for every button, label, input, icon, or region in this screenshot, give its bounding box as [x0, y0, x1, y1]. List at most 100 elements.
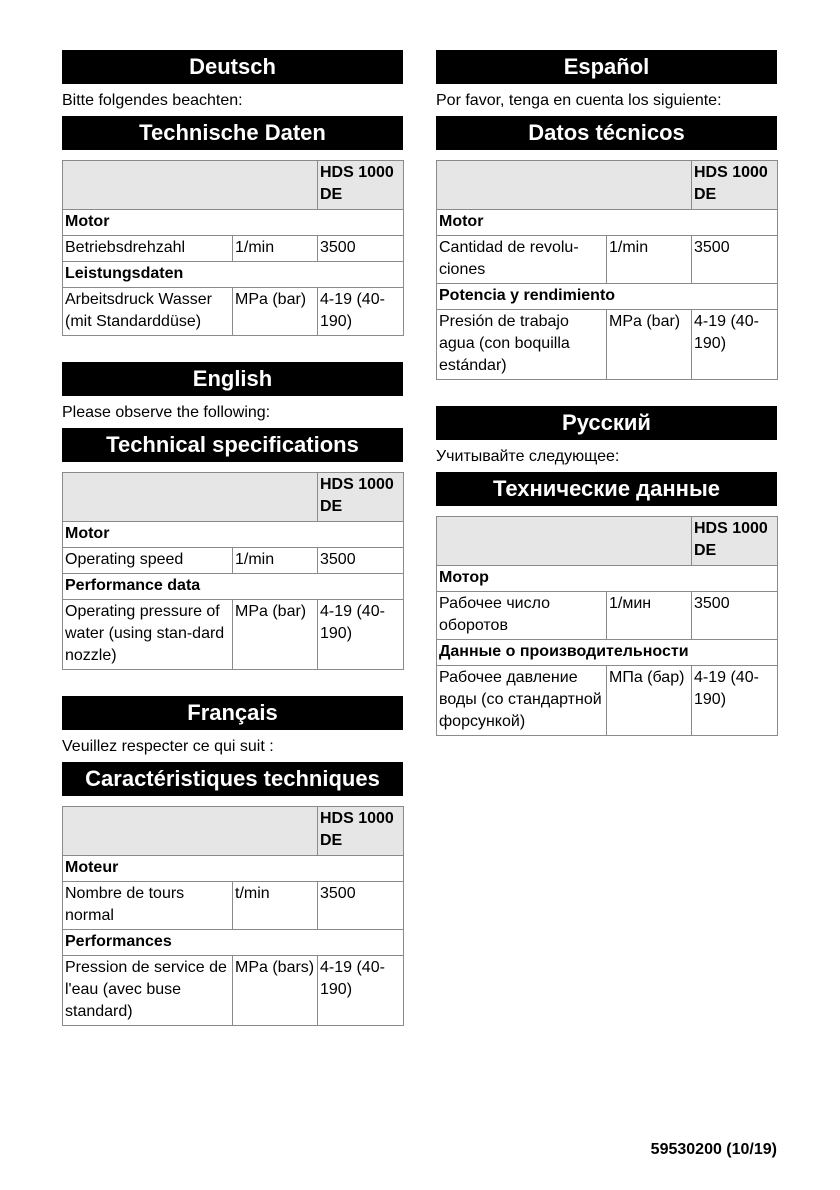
spec-label: Pression de service de l'eau (avec buse …	[62, 955, 233, 1026]
language-section: Español Por favor, tenga en cuenta los si…	[436, 50, 778, 380]
spec-value: 3500	[317, 547, 404, 574]
spec-unit: МПа (бар)	[606, 665, 692, 736]
spec-table: HDS 1000 DE Мотор Рабочее число оборотов 1/…	[436, 516, 778, 736]
section-title: Datos técnicos	[436, 116, 777, 150]
section-title: Caractéristiques techniques	[62, 762, 403, 796]
group-heading: Motor	[436, 209, 778, 236]
spec-label: Рабочее число оборотов	[436, 591, 607, 640]
group-heading: Motor	[62, 209, 404, 236]
section-title: Technical specifications	[62, 428, 403, 462]
table-row: Performance data	[62, 573, 404, 600]
table-row: Potencia y rendimiento	[436, 283, 778, 310]
spec-value: 4-19 (40-190)	[691, 665, 778, 736]
table-header-row: HDS 1000 DE	[436, 516, 778, 566]
spec-value: 3500	[317, 881, 404, 930]
language-heading: Español	[436, 50, 777, 84]
spec-label: Operating pressure of water (using stan-…	[62, 599, 233, 670]
spec-label: Operating speed	[62, 547, 233, 574]
table-row: Betriebsdrehzahl 1/min 3500	[62, 235, 404, 262]
language-section: Deutsch Bitte folgendes beachten: Technisc…	[62, 50, 404, 336]
table-row: Рабочее давление воды (со стандартной фо…	[436, 665, 778, 736]
spec-unit: 1/min	[232, 235, 318, 262]
language-section: Français Veuillez respecter ce qui suit :…	[62, 696, 404, 1026]
group-heading: Moteur	[62, 855, 404, 882]
language-heading: Deutsch	[62, 50, 403, 84]
spec-unit: MPa (bar)	[232, 287, 318, 336]
language-heading: Français	[62, 696, 403, 730]
spec-unit: MPa (bar)	[232, 599, 318, 670]
spec-value: 4-19 (40-190)	[317, 287, 404, 336]
table-row: Leistungsdaten	[62, 261, 404, 288]
model-header: HDS 1000 DE	[317, 806, 404, 856]
table-row: Рабочее число оборотов 1/мин 3500	[436, 591, 778, 640]
header-empty-cell	[62, 806, 318, 856]
table-row: Мотор	[436, 565, 778, 592]
table-row: Motor	[62, 521, 404, 548]
section-title: Технические данные	[436, 472, 777, 506]
spec-unit: 1/мин	[606, 591, 692, 640]
table-header-row: HDS 1000 DE	[62, 806, 404, 856]
spec-label: Presión de trabajo agua (con boquilla es…	[436, 309, 607, 380]
right-column: Español Por favor, tenga en cuenta los si…	[436, 50, 778, 762]
header-empty-cell	[436, 160, 692, 210]
spec-label: Betriebsdrehzahl	[62, 235, 233, 262]
spec-label: Рабочее давление воды (со стандартной фо…	[436, 665, 607, 736]
spec-label: Cantidad de revolu-ciones	[436, 235, 607, 284]
spec-table: HDS 1000 DE Motor Operating speed 1/min 3500…	[62, 472, 404, 670]
language-section: Русский Учитывайте следующее: Технические …	[436, 406, 778, 736]
spec-label: Arbeitsdruck Wasser (mit Standarddüse)	[62, 287, 233, 336]
group-heading: Данные о производительности	[436, 639, 778, 666]
intro-note: Bitte folgendes beachten:	[62, 92, 243, 109]
table-header-row: HDS 1000 DE	[62, 160, 404, 210]
table-row: Arbeitsdruck Wasser (mit Standarddüse) MP…	[62, 287, 404, 336]
table-header-row: HDS 1000 DE	[436, 160, 778, 210]
group-heading: Motor	[62, 521, 404, 548]
spec-value: 3500	[691, 235, 778, 284]
spec-unit: 1/min	[232, 547, 318, 574]
spec-value: 3500	[317, 235, 404, 262]
spec-label: Nombre de tours normal	[62, 881, 233, 930]
header-empty-cell	[436, 516, 692, 566]
group-heading: Performance data	[62, 573, 404, 600]
table-row: Cantidad de revolu-ciones 1/min 3500	[436, 235, 778, 284]
spec-unit: t/min	[232, 881, 318, 930]
spec-value: 3500	[691, 591, 778, 640]
group-heading: Potencia y rendimiento	[436, 283, 778, 310]
table-row: Performances	[62, 929, 404, 956]
spec-value: 4-19 (40-190)	[317, 955, 404, 1026]
intro-note: Por favor, tenga en cuenta los siguiente…	[436, 92, 722, 109]
spec-unit: MPa (bar)	[606, 309, 692, 380]
model-header: HDS 1000 DE	[317, 160, 404, 210]
group-heading: Leistungsdaten	[62, 261, 404, 288]
spec-value: 4-19 (40-190)	[691, 309, 778, 380]
group-heading: Мотор	[436, 565, 778, 592]
table-row: Operating pressure of water (using stan-…	[62, 599, 404, 670]
table-row: Operating speed 1/min 3500	[62, 547, 404, 574]
table-row: Nombre de tours normal t/min 3500	[62, 881, 404, 930]
page-footer: 59530200 (10/19)	[650, 1141, 777, 1158]
left-column: Deutsch Bitte folgendes beachten: Technisc…	[62, 50, 404, 1052]
group-heading: Performances	[62, 929, 404, 956]
table-row: Motor	[62, 209, 404, 236]
model-header: HDS 1000 DE	[317, 472, 404, 522]
spec-unit: MPa (bars)	[232, 955, 318, 1026]
table-row: Presión de trabajo agua (con boquilla es…	[436, 309, 778, 380]
intro-note: Please observe the following:	[62, 404, 271, 421]
table-header-row: HDS 1000 DE	[62, 472, 404, 522]
table-row: Motor	[436, 209, 778, 236]
spec-table: HDS 1000 DE Moteur Nombre de tours normal t…	[62, 806, 404, 1026]
section-title: Technische Daten	[62, 116, 403, 150]
language-section: English Please observe the following: Tech…	[62, 362, 404, 670]
spec-table: HDS 1000 DE Motor Betriebsdrehzahl 1/min 350…	[62, 160, 404, 336]
language-heading: Русский	[436, 406, 777, 440]
spec-unit: 1/min	[606, 235, 692, 284]
language-heading: English	[62, 362, 403, 396]
table-row: Pression de service de l'eau (avec buse …	[62, 955, 404, 1026]
header-empty-cell	[62, 472, 318, 522]
model-header: HDS 1000 DE	[691, 160, 778, 210]
model-header: HDS 1000 DE	[691, 516, 778, 566]
intro-note: Veuillez respecter ce qui suit :	[62, 738, 274, 755]
table-row: Данные о производительности	[436, 639, 778, 666]
table-row: Moteur	[62, 855, 404, 882]
